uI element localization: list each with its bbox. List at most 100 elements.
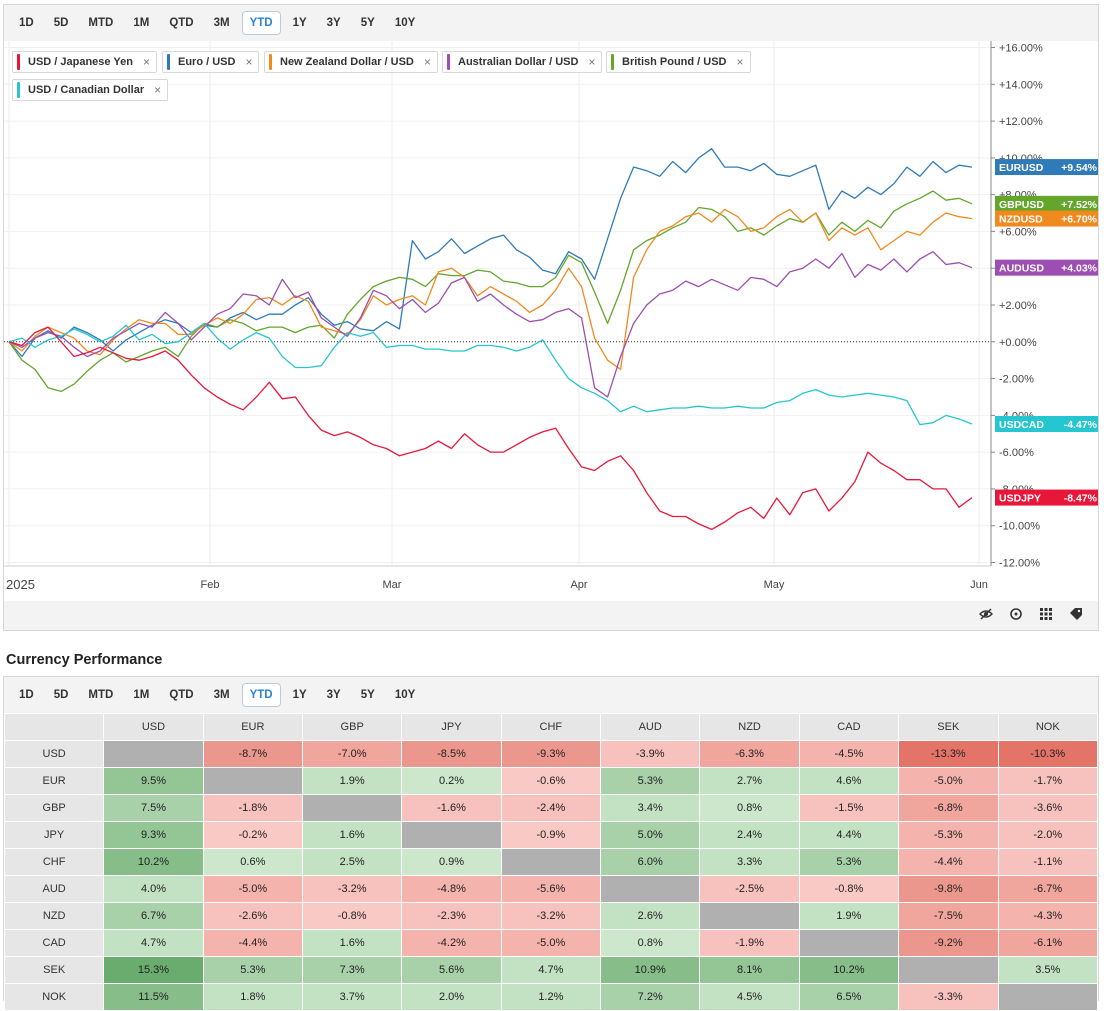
timeframe-1d[interactable]: 1D: [19, 17, 34, 29]
y-tick-label: +6.00%: [999, 226, 1037, 238]
performance-cell: -4.5%: [798, 740, 900, 768]
legend-color-swatch: [167, 54, 170, 70]
timeframe-ytd[interactable]: YTD: [241, 683, 281, 707]
row-header: CHF: [3, 848, 105, 876]
performance-cell: 6.0%: [600, 848, 701, 876]
timeframe-3m[interactable]: 3M: [213, 689, 230, 701]
table-row: CHF 10.2% 0.6% 2.5% 0.9% 6.0% 3.3% 5.3% -4.4% -1.…: [3, 848, 1098, 876]
chart-plot-area[interactable]: +16.00% +14.00% +12.00% +10.00% +8.00% +6.00%…: [4, 41, 1098, 601]
performance-cell: 1.6%: [301, 929, 403, 957]
y-tick-label: +14.00%: [999, 79, 1043, 91]
legend-item[interactable]: Euro / USD ×: [162, 51, 260, 73]
performance-cell: 7.3%: [301, 956, 403, 984]
timeframe-qtd[interactable]: QTD: [169, 689, 194, 701]
performance-panel: 1D 5D MTD 1M QTD 3M YTD 1Y 3Y 5Y 10Y USD EUR GBP JPY C…: [3, 676, 1099, 1011]
timeframe-mtd[interactable]: MTD: [88, 17, 114, 29]
timeframe-1d[interactable]: 1D: [19, 689, 34, 701]
value-tag-change: -8.47%: [1064, 493, 1098, 505]
performance-cell: 15.3%: [103, 956, 204, 984]
legend-item[interactable]: New Zealand Dollar / USD ×: [264, 51, 438, 73]
performance-cell: -2.6%: [202, 902, 304, 930]
timeframe-10y[interactable]: 10Y: [394, 689, 416, 701]
remove-series-icon[interactable]: ×: [736, 55, 744, 69]
legend-item[interactable]: USD / Japanese Yen ×: [12, 51, 157, 73]
performance-cell: -4.8%: [401, 875, 502, 903]
timeframe-5y[interactable]: 5Y: [360, 17, 375, 29]
remove-series-icon[interactable]: ×: [142, 55, 150, 69]
timeframe-3y[interactable]: 3Y: [326, 17, 341, 29]
legend-item[interactable]: British Pound / USD ×: [606, 51, 751, 73]
reset-icon[interactable]: [1008, 606, 1024, 622]
series-line-usdjpy: [8, 326, 973, 531]
timeframe-5d[interactable]: 5D: [53, 17, 69, 29]
row-header: NOK: [3, 983, 105, 1011]
remove-series-icon[interactable]: ×: [588, 55, 596, 69]
performance-cell: -7.0%: [301, 740, 403, 768]
performance-cell: 10.2%: [798, 956, 900, 984]
value-tag: [995, 489, 1098, 506]
grid-icon[interactable]: [1038, 606, 1054, 622]
remove-series-icon[interactable]: ×: [245, 55, 253, 69]
y-tick-label: +12.00%: [999, 116, 1043, 128]
y-tick-label: -2.00%: [999, 374, 1034, 386]
performance-cell: [500, 848, 602, 876]
price-chart[interactable]: +16.00%+14.00%+12.00%+10.00%+8.00%+6.00%…: [4, 41, 1098, 601]
performance-cell: -6.3%: [699, 740, 800, 768]
performance-cell: -2.4%: [500, 794, 602, 822]
row-header: GBP: [3, 794, 105, 822]
performance-cell: 3.3%: [699, 848, 800, 876]
timeframe-1y[interactable]: 1Y: [292, 17, 307, 29]
x-tick-label: Jun: [970, 579, 988, 591]
timeframe-3y[interactable]: 3Y: [326, 689, 341, 701]
timeframe-10y[interactable]: 10Y: [394, 17, 416, 29]
value-tag-symbol: AUDUSD: [999, 263, 1044, 275]
performance-cell: 2.7%: [699, 767, 800, 795]
hide-icon[interactable]: [978, 606, 994, 622]
performance-cell: 4.0%: [103, 875, 204, 903]
performance-cell: [202, 767, 304, 795]
timeframe-5d[interactable]: 5D: [53, 689, 69, 701]
performance-cell: -1.1%: [997, 848, 1098, 876]
timeframe-1m[interactable]: 1M: [133, 689, 150, 701]
timeframe-1m[interactable]: 1M: [133, 17, 150, 29]
performance-cell: 5.3%: [600, 767, 701, 795]
value-tag: [995, 159, 1098, 176]
legend-color-swatch: [269, 54, 272, 70]
performance-cell: 4.5%: [699, 983, 800, 1011]
table-row: JPY 9.3% -0.2% 1.6% -0.9% 5.0% 2.4% 4.4% -5.3% -2…: [3, 821, 1098, 849]
tag-icon[interactable]: [1068, 606, 1084, 622]
performance-cell: -9.3%: [500, 740, 602, 768]
performance-cell: -2.0%: [997, 821, 1098, 849]
performance-cell: 1.9%: [798, 902, 900, 930]
row-header: USD: [3, 740, 105, 768]
performance-cell: -6.7%: [997, 875, 1098, 903]
performance-cell: -9.8%: [898, 875, 999, 903]
performance-cell: 4.7%: [103, 929, 204, 957]
performance-cell: -3.6%: [997, 794, 1098, 822]
timeframe-mtd[interactable]: MTD: [88, 689, 114, 701]
performance-cell: [600, 875, 701, 903]
y-tick-label: -6.00%: [999, 447, 1034, 459]
value-tag-change: +4.03%: [1061, 263, 1098, 275]
timeframe-ytd[interactable]: YTD: [241, 11, 281, 35]
timeframe-qtd[interactable]: QTD: [169, 17, 194, 29]
performance-cell: -5.0%: [202, 875, 304, 903]
chart-panel: 1D 5D MTD 1M QTD 3M YTD 1Y 3Y 5Y 10Y +16.00% +14.00…: [3, 4, 1099, 631]
timeframe-5y[interactable]: 5Y: [360, 689, 375, 701]
remove-series-icon[interactable]: ×: [423, 55, 431, 69]
performance-cell: -0.8%: [798, 875, 900, 903]
column-header: NOK: [997, 713, 1098, 741]
table-row: CAD 4.7% -4.4% 1.6% -4.2% -5.0% 0.8% -1.9% -9.2%…: [3, 929, 1098, 957]
performance-cell: -0.6%: [500, 767, 602, 795]
timeframe-3m[interactable]: 3M: [213, 17, 230, 29]
performance-cell: 1.8%: [202, 983, 304, 1011]
performance-cell: 1.2%: [500, 983, 602, 1011]
performance-cell: -5.3%: [898, 821, 999, 849]
x-tick-label: 2025: [6, 577, 35, 592]
timeframe-1y[interactable]: 1Y: [292, 689, 307, 701]
performance-cell: [997, 983, 1098, 1011]
performance-cell: -3.9%: [600, 740, 701, 768]
remove-series-icon[interactable]: ×: [154, 83, 162, 97]
legend-item[interactable]: USD / Canadian Dollar ×: [12, 79, 169, 101]
legend-item[interactable]: Australian Dollar / USD ×: [442, 51, 603, 73]
